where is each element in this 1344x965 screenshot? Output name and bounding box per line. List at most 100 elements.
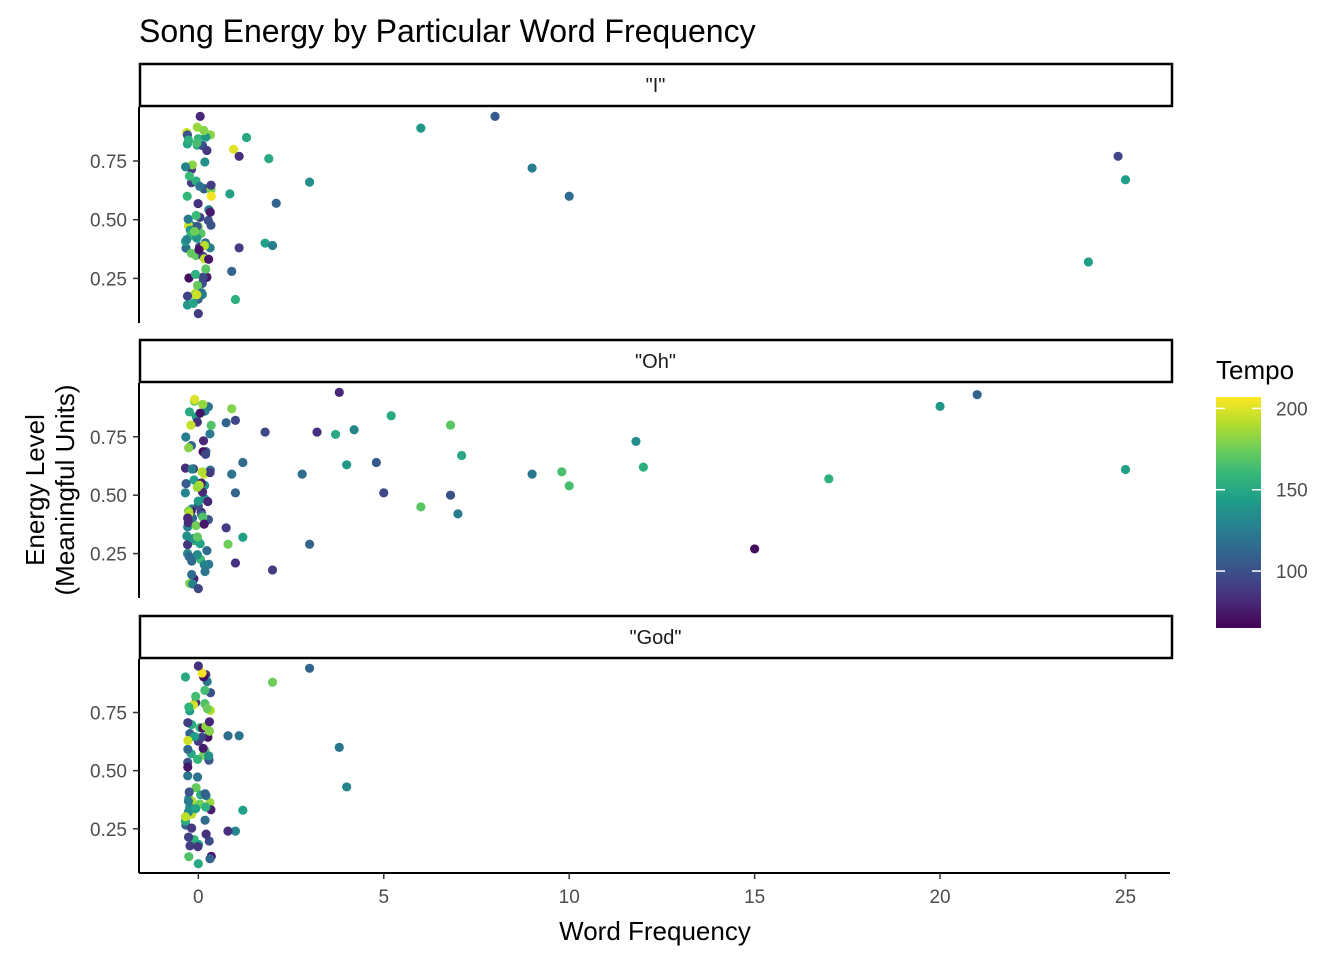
data-point bbox=[190, 226, 200, 237]
data-point bbox=[204, 717, 215, 727]
legend-tick-label: 200 bbox=[1276, 399, 1308, 420]
data-point bbox=[638, 462, 648, 472]
data-point bbox=[205, 429, 215, 439]
facet-strip bbox=[138, 614, 1174, 660]
data-point bbox=[194, 245, 204, 255]
data-point bbox=[184, 171, 194, 181]
data-point bbox=[197, 732, 207, 742]
y-tick-label: 0.75 bbox=[90, 152, 127, 173]
data-point bbox=[183, 832, 194, 842]
data-point bbox=[824, 474, 834, 484]
data-point bbox=[304, 539, 315, 549]
y-axis-title-line1: Energy Level bbox=[20, 414, 50, 566]
data-point bbox=[206, 420, 216, 430]
data-point bbox=[198, 272, 208, 282]
data-point bbox=[379, 488, 389, 498]
data-point bbox=[200, 789, 210, 799]
data-point bbox=[195, 408, 205, 418]
facet-strip-label: "I" bbox=[646, 75, 666, 97]
data-point bbox=[192, 290, 202, 300]
data-point bbox=[304, 663, 315, 673]
facet-panels: "I" 0.25 0.50 0.75 "Oh" 0.25 0.50 0.75 "God" 0.25… bbox=[90, 62, 1174, 873]
data-point bbox=[199, 560, 209, 570]
data-point bbox=[202, 145, 212, 156]
x-tick-label: 15 bbox=[744, 887, 765, 908]
data-point bbox=[184, 702, 194, 712]
data-point bbox=[201, 264, 211, 274]
data-point bbox=[192, 772, 203, 782]
facet-panel: "God" 0.25 0.50 0.75 bbox=[90, 614, 1174, 873]
data-point bbox=[935, 401, 945, 411]
data-point bbox=[193, 859, 203, 869]
x-tick-label: 0 bbox=[193, 887, 204, 908]
data-point bbox=[203, 215, 213, 226]
data-point bbox=[183, 135, 194, 145]
data-point bbox=[190, 394, 200, 404]
x-axis: 0 5 10 15 20 25 bbox=[139, 872, 1170, 908]
data-point bbox=[445, 490, 456, 500]
y-tick-label: 0.50 bbox=[90, 762, 127, 783]
data-point bbox=[202, 546, 212, 556]
data-point bbox=[191, 783, 201, 793]
data-point bbox=[190, 269, 201, 279]
data-point bbox=[342, 460, 352, 470]
data-point bbox=[195, 111, 205, 121]
data-point bbox=[198, 436, 209, 446]
y-tick-label: 0.25 bbox=[90, 545, 127, 566]
legend-ticks: 100 150 200 bbox=[1216, 399, 1308, 583]
data-point bbox=[183, 718, 193, 728]
data-point bbox=[187, 569, 197, 580]
data-point bbox=[191, 210, 201, 221]
data-point bbox=[223, 826, 233, 836]
data-point bbox=[184, 787, 194, 797]
data-point bbox=[187, 823, 197, 833]
data-point bbox=[230, 294, 241, 305]
data-point bbox=[203, 496, 213, 507]
data-point bbox=[234, 731, 244, 741]
x-tick-label: 5 bbox=[378, 887, 389, 908]
data-point bbox=[386, 411, 396, 421]
legend-tick-label: 100 bbox=[1276, 562, 1308, 583]
data-point bbox=[453, 509, 463, 519]
data-point bbox=[192, 280, 203, 291]
data-point bbox=[195, 181, 205, 191]
facet-strip bbox=[138, 338, 1174, 384]
data-point bbox=[192, 550, 202, 560]
data-point bbox=[181, 479, 191, 489]
data-point bbox=[184, 407, 195, 417]
data-point bbox=[205, 854, 215, 864]
data-point bbox=[198, 743, 208, 753]
data-point bbox=[271, 198, 281, 208]
data-point bbox=[349, 425, 359, 435]
data-point bbox=[234, 151, 244, 161]
data-point bbox=[205, 468, 215, 478]
data-point bbox=[234, 243, 244, 253]
data-point bbox=[182, 235, 192, 245]
data-point bbox=[557, 467, 567, 477]
data-point bbox=[197, 467, 207, 477]
data-point bbox=[192, 532, 203, 542]
data-point bbox=[199, 519, 209, 529]
data-point bbox=[564, 481, 574, 491]
x-axis-title: Word Frequency bbox=[559, 916, 751, 946]
data-point bbox=[206, 191, 216, 201]
data-point bbox=[198, 399, 208, 409]
chart-title: Song Energy by Particular Word Frequency bbox=[139, 13, 756, 49]
data-point bbox=[227, 404, 237, 414]
data-point bbox=[191, 691, 201, 701]
data-point bbox=[201, 802, 211, 812]
x-tick-label: 20 bbox=[929, 887, 950, 908]
data-point bbox=[267, 677, 278, 687]
data-point bbox=[1120, 175, 1131, 185]
y-tick-label: 0.50 bbox=[90, 211, 127, 232]
data-point bbox=[184, 852, 194, 862]
data-point bbox=[334, 742, 344, 752]
data-point bbox=[490, 111, 500, 121]
data-point bbox=[180, 672, 191, 682]
data-point bbox=[1083, 257, 1094, 267]
data-point bbox=[183, 735, 193, 746]
data-point bbox=[223, 539, 233, 549]
data-point bbox=[199, 125, 209, 136]
data-point bbox=[204, 254, 214, 264]
data-point bbox=[204, 836, 214, 846]
